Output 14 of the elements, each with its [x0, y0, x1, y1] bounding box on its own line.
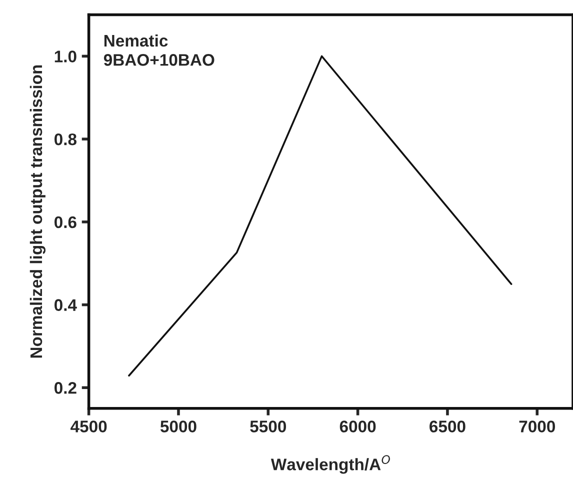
x-tick-label: 6000 [340, 420, 376, 432]
y-axis-title: Normalized light output transmission [30, 65, 46, 358]
y-tick-label: 0.8 [54, 133, 76, 146]
y-tick-label: 0.6 [54, 216, 76, 228]
x-tick-label: 5500 [250, 420, 286, 432]
annotation: Nematic 9BAO+10BAO [104, 34, 214, 66]
y-tick-label: 0.2 [54, 382, 76, 394]
x-tick-label: 7000 [519, 420, 555, 432]
x-tick-label: 6500 [430, 420, 466, 432]
x-tick-label: 4500 [70, 420, 107, 432]
y-tick-label: 1.0 [54, 50, 76, 62]
x-axis-title: Wavelength/A$^{O}$ [270, 455, 390, 474]
x-tick-label: 5000 [160, 420, 196, 432]
y-tick-label: 0.4 [54, 299, 77, 311]
